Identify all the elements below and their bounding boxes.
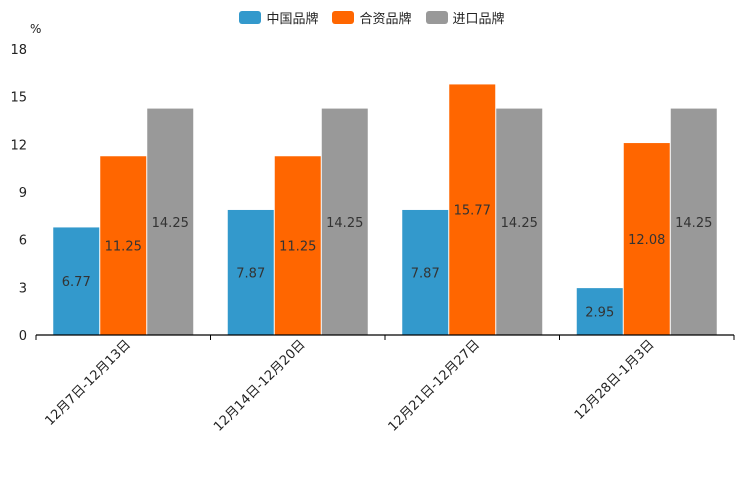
bar-2-0 <box>147 108 194 335</box>
y-tick-label-3: 9 <box>19 186 27 201</box>
bar-1-3 <box>623 143 670 335</box>
x-tick-label-1: 12月14日-12月20日 <box>211 337 308 434</box>
data-label-2-2: 14.25 <box>501 216 538 231</box>
data-label-1-2: 15.77 <box>454 204 491 219</box>
y-tick-label-1: 3 <box>19 281 27 296</box>
data-label-0-3: 2.95 <box>585 306 614 321</box>
legend-label-1: 合资品牌 <box>359 11 412 27</box>
legend-swatch-2 <box>425 10 448 24</box>
bar-0-1 <box>227 209 274 335</box>
legend-label-0: 中国品牌 <box>266 11 319 27</box>
y-tick-label-5: 15 <box>10 91 27 106</box>
legend-swatch-1 <box>332 10 355 24</box>
data-label-0-0: 6.77 <box>62 275 91 290</box>
data-label-1-1: 11.25 <box>279 240 316 255</box>
legend: 中国品牌 合资品牌 进口品牌 <box>0 6 744 28</box>
y-tick-label-6: 18 <box>10 43 27 58</box>
data-label-2-1: 14.25 <box>326 216 363 231</box>
legend-label-2: 进口品牌 <box>452 11 505 27</box>
data-label-0-2: 7.87 <box>411 266 440 281</box>
y-tick-label-2: 6 <box>19 234 27 249</box>
data-label-1-3: 12.08 <box>628 233 665 248</box>
x-tick-label-0: 12月7日-12月13日 <box>42 337 134 429</box>
y-tick-label-4: 12 <box>10 138 27 153</box>
data-label-2-3: 14.25 <box>675 216 712 231</box>
bar-0-3 <box>576 288 623 335</box>
x-tick-label-2: 12月21日-12月27日 <box>386 337 483 434</box>
bar-1-0 <box>100 156 147 335</box>
y-tick-label-0: 0 <box>19 329 27 344</box>
bar-0-0 <box>53 227 100 335</box>
legend-swatch-0 <box>239 10 262 24</box>
data-label-0-1: 7.87 <box>236 266 265 281</box>
x-tick-label-3: 12月28日-1月3日 <box>572 337 658 423</box>
bar-2-1 <box>321 108 368 335</box>
legend-item-2[interactable]: 进口品牌 <box>425 8 505 27</box>
data-label-2-0: 14.25 <box>152 216 189 231</box>
bar-2-3 <box>670 108 717 335</box>
data-label-1-0: 11.25 <box>105 240 142 255</box>
y-axis-unit: % <box>30 22 42 36</box>
bar-1-1 <box>274 156 321 335</box>
bar-2-2 <box>496 108 543 335</box>
bar-1-2 <box>449 84 496 335</box>
bar-0-2 <box>402 209 449 335</box>
legend-item-1[interactable]: 合资品牌 <box>332 8 412 27</box>
legend-item-0[interactable]: 中国品牌 <box>239 8 318 27</box>
